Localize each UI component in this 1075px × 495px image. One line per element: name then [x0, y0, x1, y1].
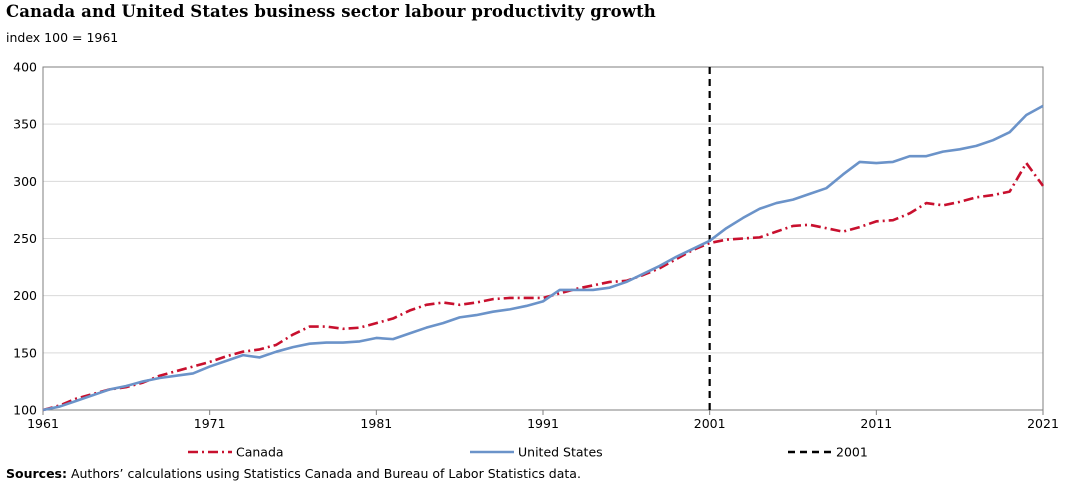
legend: Canada United States 2001	[188, 445, 868, 460]
x-tick-label: 2021	[1027, 416, 1059, 431]
y-tick-label: 100	[13, 403, 37, 418]
legend-label-canada: Canada	[236, 445, 284, 460]
x-tick-label: 1991	[527, 416, 559, 431]
x-tick-label: 1981	[360, 416, 392, 431]
y-tick-label: 150	[13, 345, 37, 360]
y-tick-label: 250	[13, 231, 37, 246]
chart-subtitle: index 100 = 1961	[6, 30, 119, 45]
x-tick-label: 2001	[694, 416, 726, 431]
y-tick-label: 400	[13, 60, 37, 75]
x-tick-label: 2011	[860, 416, 892, 431]
source-note: Sources: Authors’ calculations using Sta…	[6, 466, 581, 481]
x-axis-ticks: 1961 1971 1981 1991 2001 2011 2021	[27, 410, 1059, 431]
series-line-canada	[42, 161, 1045, 412]
y-axis-ticks: 100 150 200 250 300 350 400	[13, 60, 37, 418]
series-line-united-states	[42, 104, 1044, 412]
x-tick-label: 1971	[194, 416, 226, 431]
series-lines	[42, 104, 1045, 412]
x-tick-label: 1961	[27, 416, 59, 431]
legend-label-united-states: United States	[518, 445, 603, 460]
y-tick-label: 200	[13, 288, 37, 303]
legend-label-2001: 2001	[836, 445, 868, 460]
y-tick-label: 300	[13, 174, 37, 189]
source-text: Authors’ calculations using Statistics C…	[66, 466, 581, 481]
plot-frame	[42, 66, 1044, 411]
chart-title: Canada and United States business sector…	[6, 2, 656, 21]
gridlines	[43, 123, 1043, 354]
source-label: Sources:	[6, 466, 67, 481]
y-tick-label: 350	[13, 117, 37, 132]
